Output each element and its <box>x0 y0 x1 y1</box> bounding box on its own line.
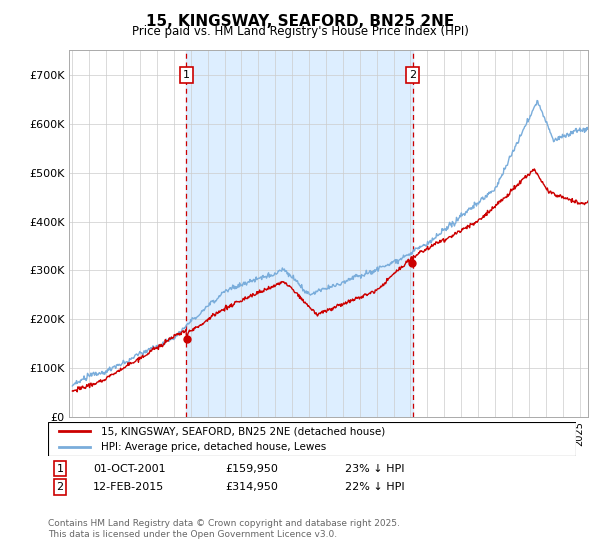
Text: 23% ↓ HPI: 23% ↓ HPI <box>345 464 404 474</box>
Text: 12-FEB-2015: 12-FEB-2015 <box>93 482 164 492</box>
Text: 01-OCT-2001: 01-OCT-2001 <box>93 464 166 474</box>
Text: 2: 2 <box>56 482 64 492</box>
Text: Price paid vs. HM Land Registry's House Price Index (HPI): Price paid vs. HM Land Registry's House … <box>131 25 469 38</box>
Text: £159,950: £159,950 <box>225 464 278 474</box>
Text: 15, KINGSWAY, SEAFORD, BN25 2NE (detached house): 15, KINGSWAY, SEAFORD, BN25 2NE (detache… <box>101 426 385 436</box>
Text: 1: 1 <box>183 70 190 80</box>
Text: 15, KINGSWAY, SEAFORD, BN25 2NE: 15, KINGSWAY, SEAFORD, BN25 2NE <box>146 14 454 29</box>
Text: Contains HM Land Registry data © Crown copyright and database right 2025.
This d: Contains HM Land Registry data © Crown c… <box>48 520 400 539</box>
Text: HPI: Average price, detached house, Lewes: HPI: Average price, detached house, Lewe… <box>101 442 326 452</box>
Text: 2: 2 <box>409 70 416 80</box>
FancyBboxPatch shape <box>48 422 576 456</box>
Text: 1: 1 <box>56 464 64 474</box>
Bar <box>187 50 413 417</box>
Text: £314,950: £314,950 <box>225 482 278 492</box>
Text: 22% ↓ HPI: 22% ↓ HPI <box>345 482 404 492</box>
